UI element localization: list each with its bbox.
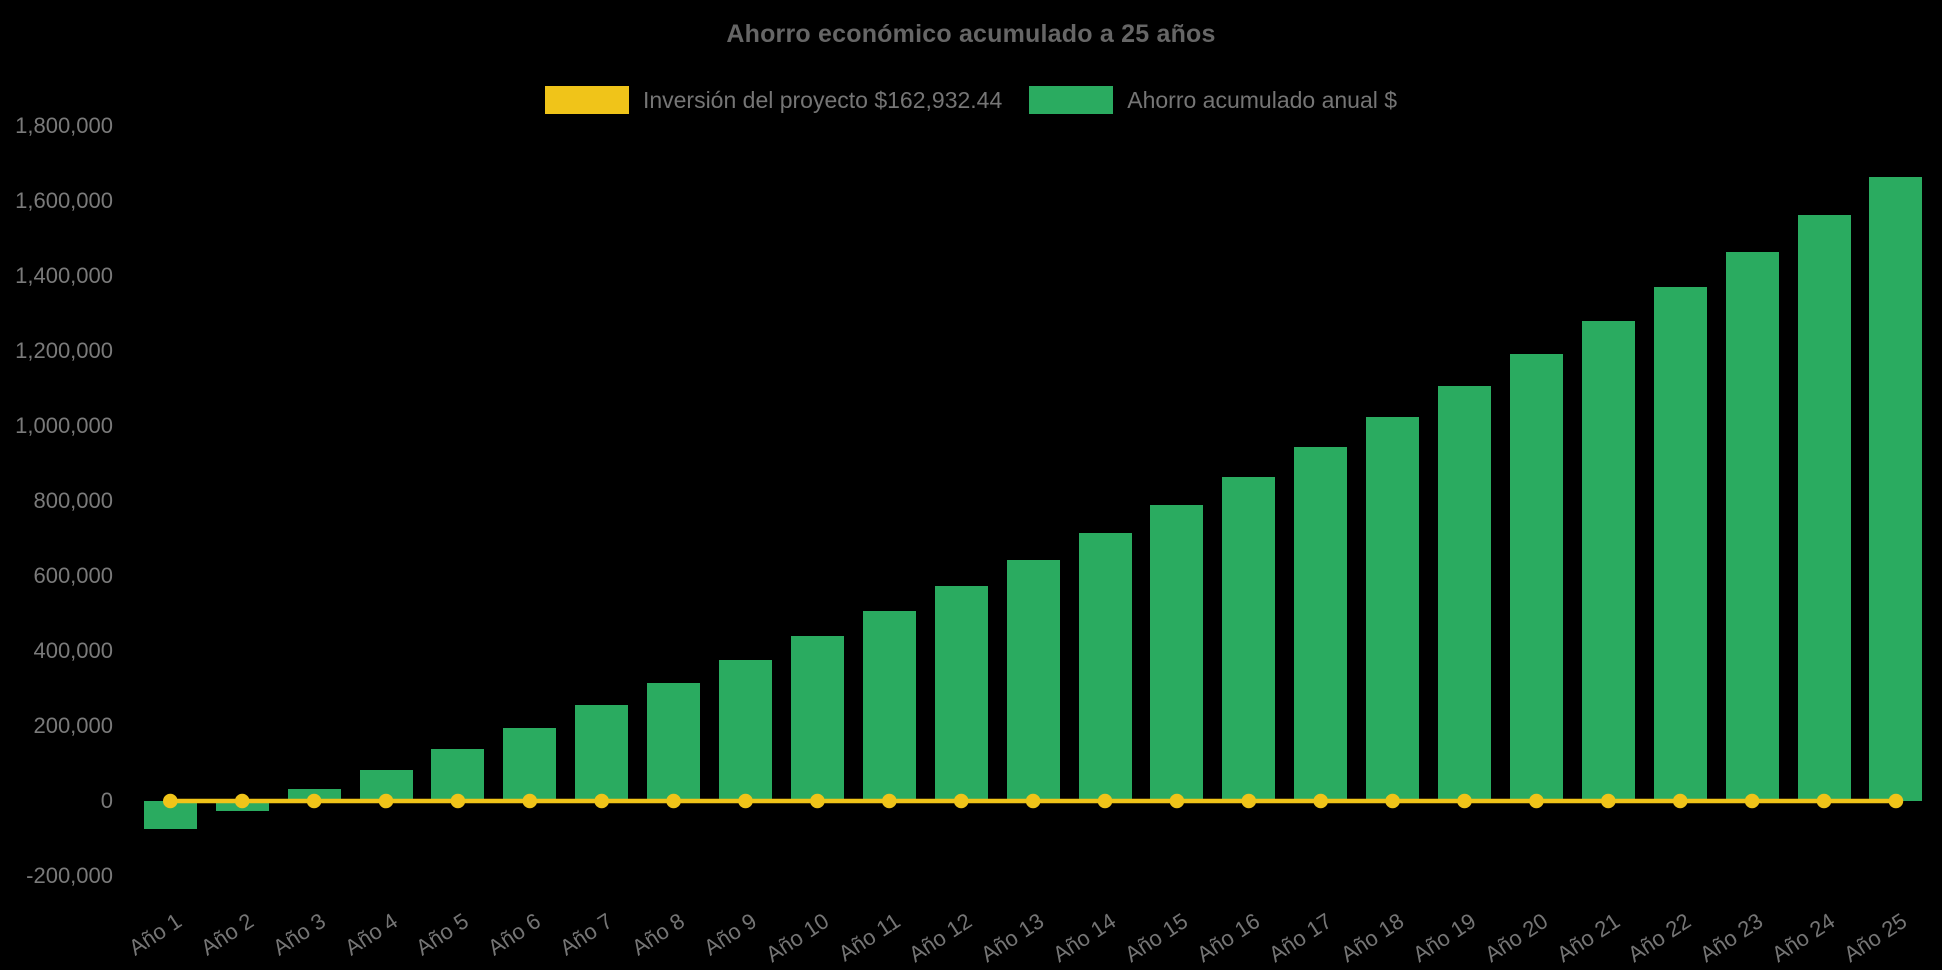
line-point-año-2[interactable] (234, 793, 250, 809)
line-point-año-18[interactable] (1385, 793, 1400, 809)
line-point-año-20[interactable] (1529, 793, 1544, 809)
line-point-año-4[interactable] (378, 793, 394, 809)
line-point-año-12[interactable] (953, 793, 969, 809)
legend-swatch-green (1029, 86, 1114, 114)
y-tick-label: 1,800,000 (15, 113, 113, 138)
bar-año-24[interactable] (1797, 214, 1851, 801)
line-point-año-22[interactable] (1672, 793, 1688, 809)
legend: Inversión del proyecto $162,932.44 Ahorr… (0, 86, 1942, 114)
legend-swatch-yellow (544, 86, 629, 114)
line-point-año-7[interactable] (594, 793, 609, 809)
legend-label-ahorro: Ahorro acumulado anual $ (1127, 86, 1398, 113)
line-point-año-17[interactable] (1313, 793, 1328, 809)
y-tick-label: 800,000 (33, 488, 113, 513)
bar-año-25[interactable] (1869, 177, 1923, 801)
bar-año-11[interactable] (862, 610, 916, 801)
chart-title: Ahorro económico acumulado a 25 años (726, 20, 1216, 48)
line-point-año-6[interactable] (522, 793, 538, 809)
legend-label-inversion: Inversión del proyecto $162,932.44 (642, 86, 1003, 113)
line-point-año-16[interactable] (1241, 793, 1257, 809)
bar-año-13[interactable] (1006, 559, 1060, 801)
bar-año-5[interactable] (431, 748, 485, 801)
line-point-año-10[interactable] (810, 793, 825, 809)
bar-año-16[interactable] (1222, 477, 1276, 801)
line-point-año-14[interactable] (1097, 793, 1113, 809)
bar-año-15[interactable] (1150, 504, 1204, 801)
line-point-año-1[interactable] (163, 793, 178, 809)
line-point-año-25[interactable] (1888, 793, 1904, 809)
y-tick-label: 200,000 (33, 713, 113, 738)
bar-año-9[interactable] (719, 660, 772, 801)
bar-año-23[interactable] (1725, 251, 1779, 801)
bar-año-10[interactable] (790, 636, 844, 801)
line-point-año-21[interactable] (1601, 793, 1616, 809)
line-point-año-19[interactable] (1457, 793, 1472, 809)
y-tick-label: 1,600,000 (15, 188, 113, 213)
line-point-año-9[interactable] (738, 793, 753, 809)
y-tick-label: 1,200,000 (15, 338, 113, 363)
bar-año-12[interactable] (934, 586, 988, 801)
line-point-año-11[interactable] (882, 793, 897, 809)
y-tick-label: 400,000 (33, 638, 113, 663)
line-point-año-24[interactable] (1816, 793, 1832, 809)
line-point-año-15[interactable] (1169, 793, 1185, 809)
bar-año-7[interactable] (575, 705, 629, 801)
y-tick-label: 0 (100, 788, 113, 813)
line-point-año-5[interactable] (450, 793, 466, 809)
bar-año-6[interactable] (503, 727, 557, 801)
bar-año-20[interactable] (1509, 354, 1563, 801)
bar-año-18[interactable] (1366, 417, 1420, 801)
line-point-año-3[interactable] (306, 793, 322, 809)
y-tick-label: 1,400,000 (15, 263, 113, 288)
y-tick-label: 1,000,000 (15, 413, 113, 438)
legend-item-ahorro: Ahorro acumulado anual $ (1029, 86, 1397, 114)
bar-año-21[interactable] (1581, 321, 1635, 801)
y-tick-label: 600,000 (33, 563, 113, 588)
bar-año-17[interactable] (1294, 447, 1348, 801)
line-point-año-8[interactable] (666, 793, 681, 809)
bar-año-8[interactable] (647, 683, 701, 801)
line-point-año-23[interactable] (1744, 793, 1760, 809)
y-tick-label: -200,000 (26, 863, 113, 888)
legend-item-inversion: Inversión del proyecto $162,932.44 (544, 86, 1003, 114)
bar-año-19[interactable] (1438, 385, 1491, 801)
bar-año-14[interactable] (1078, 533, 1132, 801)
bar-año-22[interactable] (1653, 286, 1707, 801)
line-point-año-13[interactable] (1025, 793, 1041, 809)
